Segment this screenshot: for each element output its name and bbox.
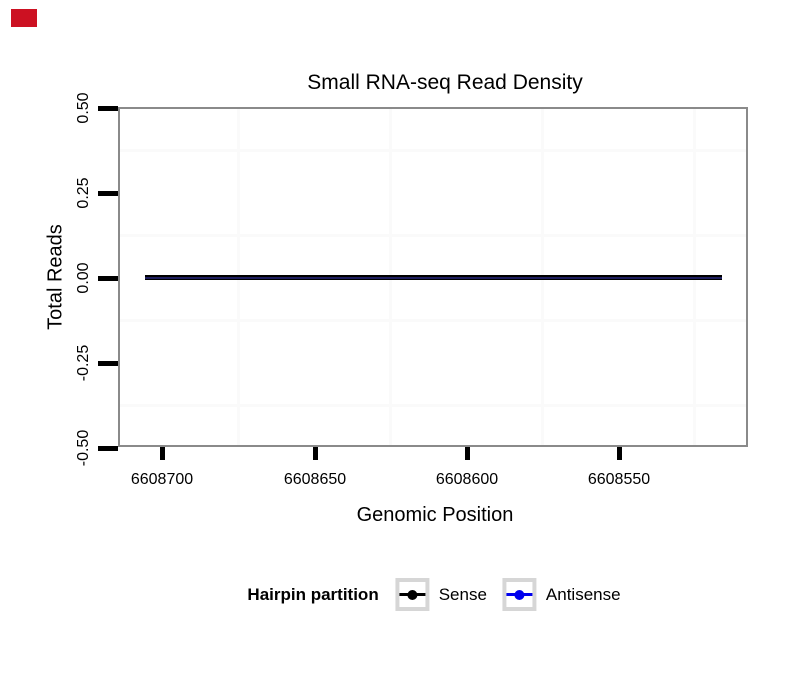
red-marker-overlay	[11, 9, 37, 27]
y-axis-tick	[98, 275, 118, 281]
x-axis-tick	[616, 447, 622, 460]
minor-gridline-horizontal	[120, 149, 746, 152]
legend-point-icon	[514, 589, 525, 600]
x-tick-label: 6608600	[435, 471, 499, 488]
plot-panel	[118, 107, 748, 447]
legend-key-sense	[395, 578, 430, 611]
minor-gridline-horizontal	[120, 319, 746, 322]
legend-label-sense: Sense	[438, 584, 487, 604]
y-tick-label: 0.50	[75, 92, 92, 124]
x-axis-tick	[464, 447, 470, 460]
x-axis-tick	[312, 447, 318, 460]
y-axis-tick	[98, 445, 118, 451]
minor-gridline-horizontal	[120, 234, 746, 237]
series-line-sense	[145, 275, 722, 280]
series-line-antisense-overlap	[145, 276, 722, 279]
legend-title: Hairpin partition	[247, 584, 379, 604]
y-tick-label: 0.00	[75, 262, 92, 294]
x-tick-label: 6608700	[130, 471, 194, 488]
legend: Hairpin partition Sense Antisense	[247, 578, 621, 611]
minor-gridline-horizontal	[120, 404, 746, 407]
legend-label-antisense: Antisense	[545, 584, 621, 604]
y-tick-label: -0.25	[75, 344, 92, 382]
x-axis-tick	[159, 447, 165, 460]
x-axis-title: Genomic Position	[356, 504, 514, 526]
chart-title: Small RNA-seq Read Density	[307, 71, 583, 94]
y-axis-tick	[98, 190, 118, 196]
y-axis-tick	[98, 105, 118, 111]
y-tick-label: 0.25	[75, 177, 92, 209]
legend-point-icon	[407, 589, 418, 600]
y-axis-title: Total Reads	[44, 224, 67, 330]
legend-key-antisense	[502, 578, 537, 611]
y-axis-tick	[98, 360, 118, 366]
y-tick-label: -0.50	[75, 429, 92, 467]
x-tick-label: 6608550	[587, 471, 651, 488]
x-tick-label: 6608650	[283, 471, 347, 488]
